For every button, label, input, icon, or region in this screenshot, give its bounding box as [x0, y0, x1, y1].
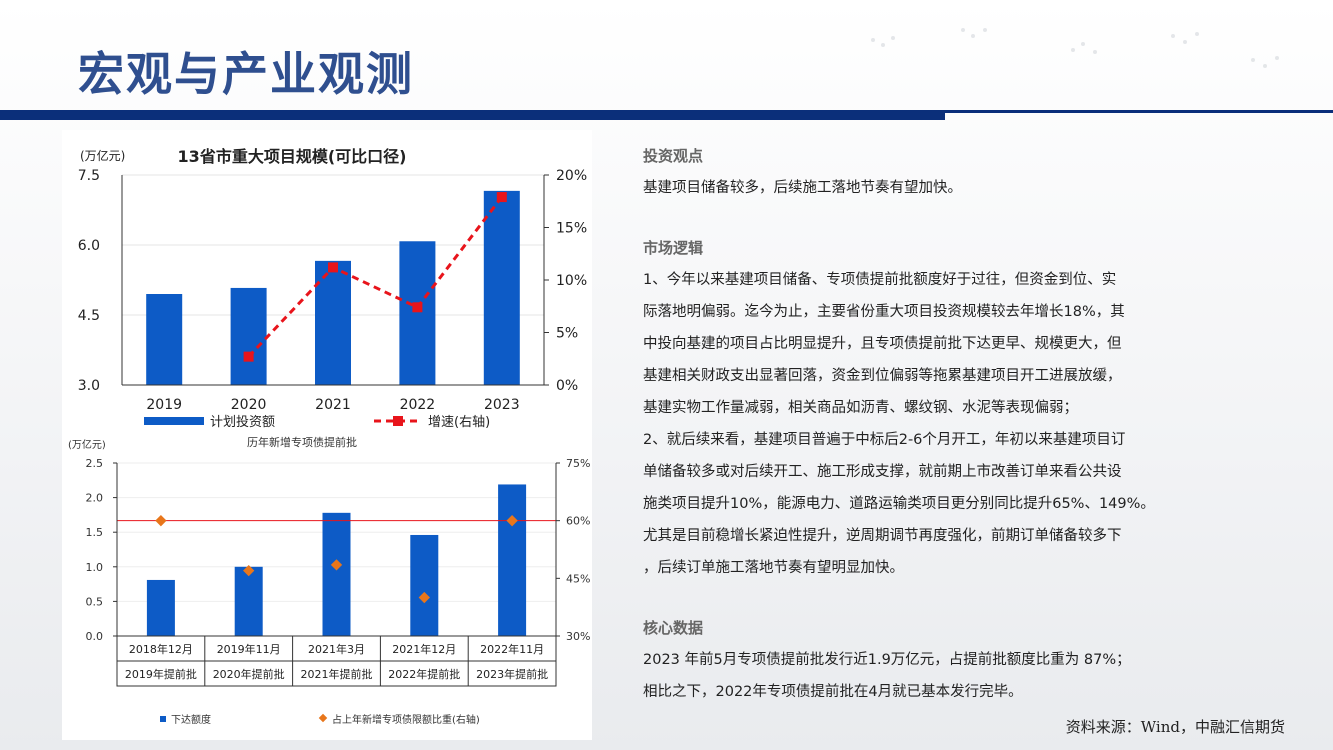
chart1-ytick-label: 4.5 — [78, 308, 100, 324]
section-text-line: 基建项目储备较多，后续施工落地节奏有望加快。 — [643, 180, 962, 196]
chart2-bar — [410, 534, 439, 636]
chart1-y2tick-label: 20% — [556, 168, 587, 184]
section-text-line: 相比之下，2022年专项债提前批在4月就已基本发行完毕。 — [643, 684, 1023, 700]
chart1-bar — [399, 241, 436, 385]
chart1-y2tick-label: 15% — [556, 221, 587, 237]
chart2-y2tick-label: 60% — [566, 515, 590, 528]
chart1-y2tick-label: 0% — [556, 378, 578, 394]
title-underline-bar — [0, 110, 945, 120]
chart1-growth-point — [412, 302, 423, 313]
chart1-bar — [483, 190, 520, 385]
chart2-unit-label: (万亿元) — [68, 438, 106, 451]
chart2-share-marker — [330, 559, 343, 571]
section-heading: 投资观点 — [643, 147, 704, 165]
chart2-bar — [146, 579, 175, 636]
slide-title: 宏观与产业观测 — [78, 47, 414, 101]
title-underline-tail — [945, 110, 1333, 113]
chart2-ytick-label: 2.0 — [86, 492, 104, 505]
chart1-bar — [146, 294, 183, 385]
section-text-line: 2023 年前5月专项债提前批发行近1.9万亿元，占提前批额度比重为 87%； — [643, 652, 1131, 668]
chart2-xtick-sublabel: 2021年提前批 — [301, 667, 373, 681]
chart2-title: 历年新增专项债提前批 — [247, 435, 357, 449]
chart1-xtick-label: 2022 — [400, 397, 436, 413]
section-text-line: 1、今年以来基建项目储备、专项债提前批额度好于过往，但资金到位、实 — [643, 272, 1117, 288]
chart2-xtick-label: 2018年12月 — [129, 642, 193, 656]
chart1-xtick-label: 2019 — [146, 397, 182, 413]
source-note: 资料来源：Wind，中融汇信期货 — [1065, 718, 1285, 736]
chart1-y2tick-label: 10% — [556, 273, 587, 289]
section-text-line: ，后续订单施工落地节奏有望明显加快。 — [643, 560, 904, 576]
chart2-xtick-sublabel: 2023年提前批 — [476, 667, 548, 681]
chart2-bar — [234, 566, 263, 636]
chart1-ytick-label: 3.0 — [78, 378, 100, 394]
chart2-bar — [498, 484, 527, 636]
chart1-legend-bar-label: 计划投资额 — [210, 414, 275, 430]
chart2-xtick-sublabel: 2019年提前批 — [125, 667, 197, 681]
chart1-xtick-label: 2023 — [484, 397, 520, 413]
chart1-bar — [315, 260, 351, 385]
section-text-line: 中投向基建的项目占比明显提升，且专项债提前批下达更早、规模更大，但 — [643, 336, 1122, 352]
section-text-line: 单储备较多或对后续开工、施工形成支撑，就前期上市改善订单来看公共设 — [643, 464, 1122, 480]
chart1-legend-line-label: 增速(右轴) — [428, 415, 490, 430]
chart2-share-marker — [243, 564, 255, 577]
chart2-ytick-label: 1.5 — [86, 526, 104, 539]
chart2-xtick-sublabel: 2020年提前批 — [213, 667, 285, 681]
chart-major-projects: 13省市重大项目规模(可比口径) (万亿元) 3.0 4.5 6.0 7.5 0% 5%… — [78, 147, 587, 430]
chart2-y2tick-label: 30% — [566, 630, 590, 643]
chart2-xtick-label: 2021年3月 — [308, 642, 365, 656]
section-heading: 核心数据 — [643, 619, 704, 637]
chart2-xtick-label: 2021年12月 — [392, 642, 456, 656]
section-gap — [643, 584, 1283, 612]
chart2-xtick-label: 2019年11月 — [217, 642, 281, 656]
chart2-legend-marker-swatch — [318, 713, 328, 723]
chart1-bar — [230, 287, 267, 385]
chart2-ytick-label: 1.0 — [86, 561, 104, 574]
section-heading: 市场逻辑 — [643, 239, 704, 257]
chart1-ytick-label: 7.5 — [78, 168, 100, 184]
chart2-share-marker — [155, 515, 167, 527]
section-text-line: 基建实物工作量减弱，相关商品如沥青、螺纹钢、水泥等表现偏弱； — [643, 400, 1078, 416]
chart2-ytick-label: 0.5 — [86, 595, 104, 608]
chart1-legend-line-marker — [393, 416, 403, 426]
chart1-unit-label: (万亿元) — [80, 148, 125, 163]
chart2-ytick-label: 0.0 — [86, 630, 104, 643]
chart2-legend-bar-label: 下达额度 — [171, 713, 211, 726]
chart1-xtick-label: 2021 — [315, 397, 351, 413]
section-gap — [643, 204, 1283, 232]
world-map-decoration — [871, 28, 1279, 68]
chart2-xtick-label: 2022年11月 — [480, 642, 544, 656]
section-text-line: 际落地明偏弱。迄今为止，主要省份重大项目投资规模较去年增长18%，其 — [643, 304, 1125, 320]
section-text-line: 尤其是目前稳增长紧迫性提升，逆周期调节再度强化，前期订单储备较多下 — [643, 528, 1122, 544]
chart-special-bonds: 历年新增专项债提前批 (万亿元) 0.0 0.5 1.0 1.5 2.0 2.5 30% 4… — [68, 435, 590, 726]
chart1-growth-point — [328, 262, 338, 273]
chart1-xtick-label: 2020 — [231, 397, 267, 413]
chart1-legend-bar-swatch — [144, 417, 204, 425]
chart1-y2tick-label: 5% — [556, 326, 578, 342]
section-text-line: 基建相关财政支出显著回落，资金到位偏弱等拖累基建项目开工进展放缓， — [643, 368, 1122, 384]
chart1-ytick-label: 6.0 — [78, 238, 100, 254]
chart2-y2tick-label: 75% — [566, 457, 590, 470]
chart2-ytick-label: 2.5 — [86, 457, 104, 470]
chart1-growth-point — [243, 351, 254, 362]
chart2-y2tick-label: 45% — [566, 572, 590, 585]
chart2-legend-marker-label: 占上年新增专项债限额比重(右轴) — [332, 713, 480, 726]
chart1-growth-line — [247, 196, 503, 358]
chart2-legend-bar-swatch — [160, 716, 166, 722]
chart1-title: 13省市重大项目规模(可比口径) — [178, 147, 407, 166]
section-text-line: 2、就后续来看，基建项目普遍于中标后2-6个月开工，年初以来基建项目订 — [643, 432, 1126, 448]
chart2-xtick-sublabel: 2022年提前批 — [388, 667, 460, 681]
charts-card: 13省市重大项目规模(可比口径) (万亿元) 3.0 4.5 6.0 7.5 0% 5%… — [62, 130, 592, 740]
chart1-growth-point — [496, 192, 507, 203]
chart2-bar — [322, 512, 351, 636]
analysis-panel: 投资观点基建项目储备较多，后续施工落地节奏有望加快。 市场逻辑 1、今年以来基建项目… — [643, 140, 1283, 708]
section-text-line: 施类项目提升10%，能源电力、道路运输类项目更分别同比提升65%、149%。 — [643, 496, 1155, 512]
